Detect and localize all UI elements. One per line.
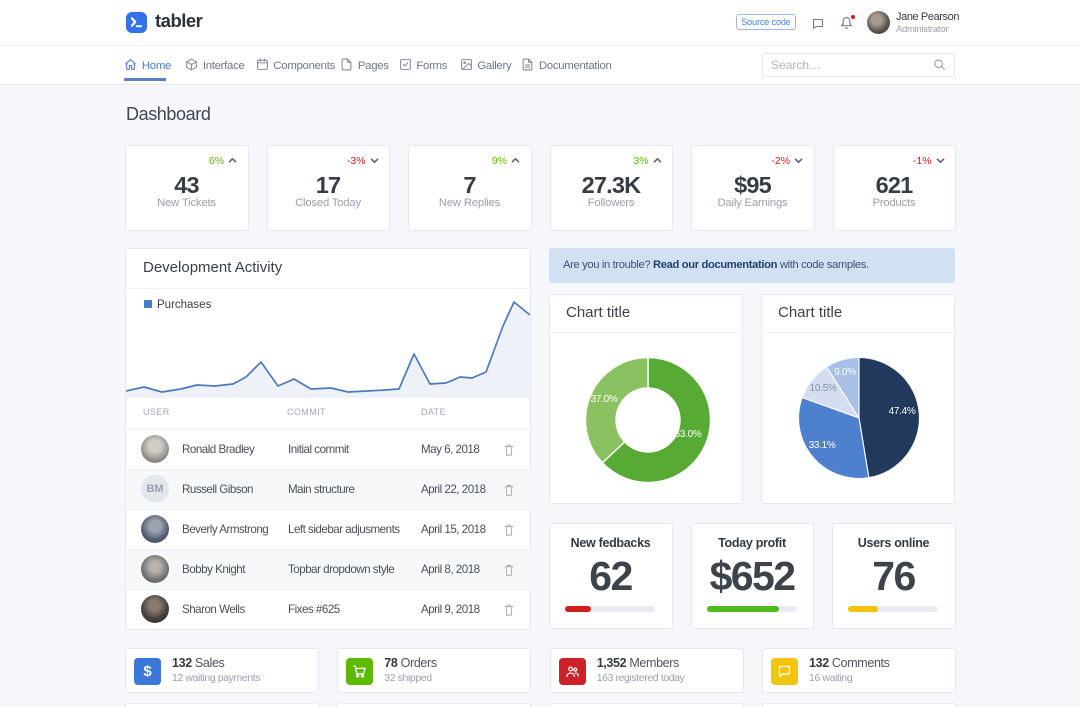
svg-text:Purchases: Purchases <box>157 299 212 311</box>
